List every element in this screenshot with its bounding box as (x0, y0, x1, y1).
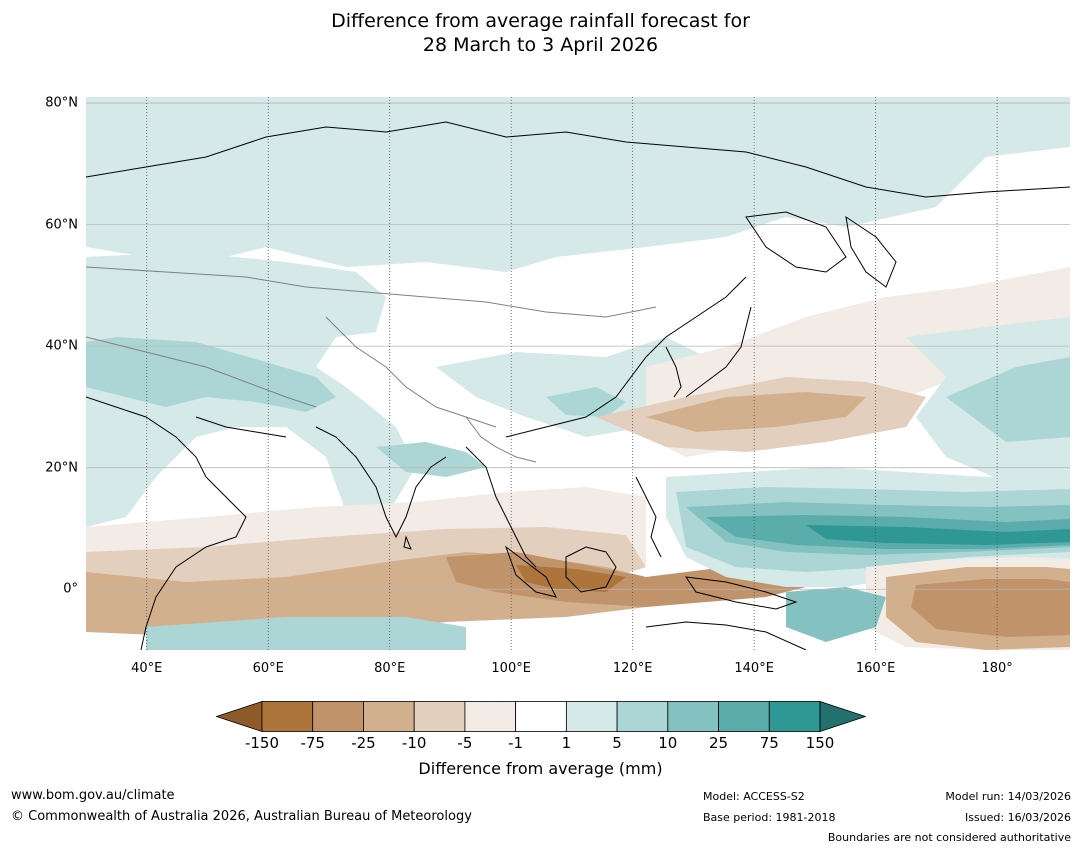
colorbar-swatch-5 (515, 701, 567, 732)
anomaly-region-south-indian-wet (146, 617, 466, 650)
colorbar-label-8: 10 (658, 734, 678, 752)
latitude-label-1: 60°N (45, 217, 78, 233)
longitude-label-0: 40°E (131, 661, 163, 676)
colorbar-swatch-7 (616, 701, 669, 732)
title-line-1: Difference from average rainfall forecas… (331, 10, 750, 32)
colorbar (215, 700, 867, 733)
coastline-japan (685, 306, 752, 398)
colorbar-swatch-3 (413, 701, 466, 732)
longitude-label-4: 120°E (612, 661, 653, 676)
boundary-layer (86, 266, 657, 463)
colorbar-title: Difference from average (mm) (418, 759, 663, 778)
colorbar-swatch-2 (363, 701, 415, 732)
boundary-southeast-asia (465, 416, 537, 463)
coastline-australia-north (645, 621, 807, 650)
anomaly-fill-layer (86, 97, 1070, 650)
colorbar-swatch-6 (565, 701, 618, 732)
model-text: Model: ACCESS-S2 (703, 790, 805, 803)
colorbar-label-7: 5 (612, 734, 622, 752)
colorbar-label-9: 25 (708, 734, 729, 752)
copyright-text: © Commonwealth of Australia 2026, Austra… (11, 809, 472, 824)
issued-text: Issued: 16/03/2026 (964, 811, 1071, 824)
coastline-persian-gulf (195, 416, 287, 438)
rainfall-anomaly-map[interactable] (86, 97, 1070, 650)
colorbar-swatch-8 (667, 701, 719, 732)
base-period-text: Base period: 1981-2018 (703, 811, 836, 824)
colorbar-label-10: 75 (759, 734, 779, 752)
coastline-korea (665, 346, 682, 398)
latitude-label-0: 80°N (45, 95, 78, 111)
longitude-label-5: 140°E (734, 661, 774, 676)
colorbar-swatch-0 (261, 701, 314, 732)
boundary-central-asia (86, 266, 657, 318)
latitude-label-2: 40°N (45, 338, 78, 354)
colorbar-label-6: 1 (561, 734, 572, 752)
longitude-label-1: 60°E (252, 661, 284, 676)
coastline-indochina (465, 446, 537, 568)
coastline-china-east (505, 276, 747, 438)
anomaly-region-bay-of-bengal-wet (376, 442, 486, 477)
map-title: Difference from average rainfall forecas… (0, 9, 1081, 57)
boundary-middle-east (86, 336, 317, 408)
colorbar-over-arrow (819, 700, 867, 733)
anomaly-region-tropical-pacific-wet-core (806, 525, 1070, 545)
anomaly-region-maritime-dry-strong (446, 552, 806, 607)
coastline-borneo (565, 546, 617, 593)
map-graticule (86, 97, 1070, 650)
anomaly-region-north-wet (86, 97, 1070, 272)
anomaly-region-nw-pacific-dry-core (646, 392, 866, 432)
longitude-label-3: 100°E (491, 661, 531, 676)
colorbar-label-11: 150 (805, 734, 835, 752)
longitude-label-7: 180° (981, 661, 1013, 676)
boundaries-note: Boundaries are not considered authoritat… (827, 831, 1071, 844)
anomaly-region-maritime-dry-core (516, 565, 626, 592)
longitude-label-6: 160°E (855, 661, 896, 676)
coastline-kamchatka (845, 215, 897, 288)
title-line-2: 28 March to 3 April 2026 (422, 34, 659, 56)
colorbar-label-3: -10 (401, 734, 427, 752)
coastline-philippines (635, 476, 662, 558)
colorbar-swatch-1 (312, 701, 364, 732)
anomaly-region-south-asia-wet (86, 337, 336, 412)
coastline-arabia-africa (86, 396, 247, 650)
colorbar-label-1: -75 (300, 734, 325, 752)
latitude-label-3: 20°N (45, 460, 78, 476)
model-run-text: Model run: 14/03/2026 (945, 790, 1071, 803)
longitude-label-2: 80°E (374, 661, 406, 676)
website-link[interactable]: www.bom.gov.au/climate (11, 788, 175, 803)
anomaly-region-coral-sea-wet (786, 587, 886, 642)
coastline-layer (86, 121, 1070, 650)
colorbar-label-4: -5 (457, 734, 473, 752)
anomaly-region-north-pacific-wet-core (946, 357, 1070, 442)
anomaly-region-china-wet-core (546, 387, 626, 417)
coastline-new-guinea (684, 576, 798, 610)
colorbar-label-0: -150 (244, 734, 280, 752)
colorbar-under-arrow (215, 700, 263, 733)
colorbar-label-5: -1 (508, 734, 524, 752)
colorbar-swatch-10 (768, 701, 821, 732)
coastline-sumatra (504, 545, 557, 598)
coastline-arctic (86, 121, 1070, 198)
latitude-label-4: 0° (63, 581, 78, 597)
coastline-sea-of-okhotsk (745, 211, 847, 273)
colorbar-label-2: -25 (351, 734, 376, 752)
anomaly-region-south-pacific-dry-core (911, 579, 1070, 637)
colorbar-swatch-9 (718, 701, 770, 732)
coastline-sri-lanka (403, 535, 412, 550)
coastline-india (315, 426, 447, 539)
colorbar-swatch-4 (464, 701, 517, 732)
